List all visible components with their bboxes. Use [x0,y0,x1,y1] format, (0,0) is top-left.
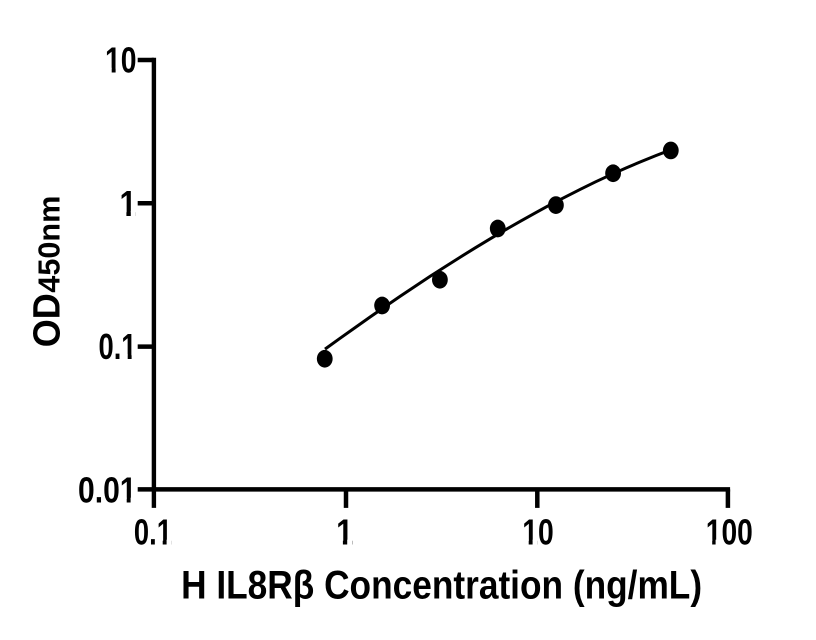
svg-text:1: 1 [336,511,353,552]
svg-text:10: 10 [522,511,554,552]
svg-text:450nm: 450nm [32,196,67,293]
svg-text:0.01: 0.01 [78,469,137,510]
svg-text:1: 1 [120,183,137,224]
svg-text:H IL8Rβ Concentration (ng/mL): H IL8Rβ Concentration (ng/mL) [181,563,702,607]
svg-text:0.1: 0.1 [134,511,172,552]
svg-text:10: 10 [105,40,137,81]
svg-text:0.1: 0.1 [99,326,137,367]
svg-text:100: 100 [706,511,753,552]
svg-text:OD: OD [27,293,69,347]
